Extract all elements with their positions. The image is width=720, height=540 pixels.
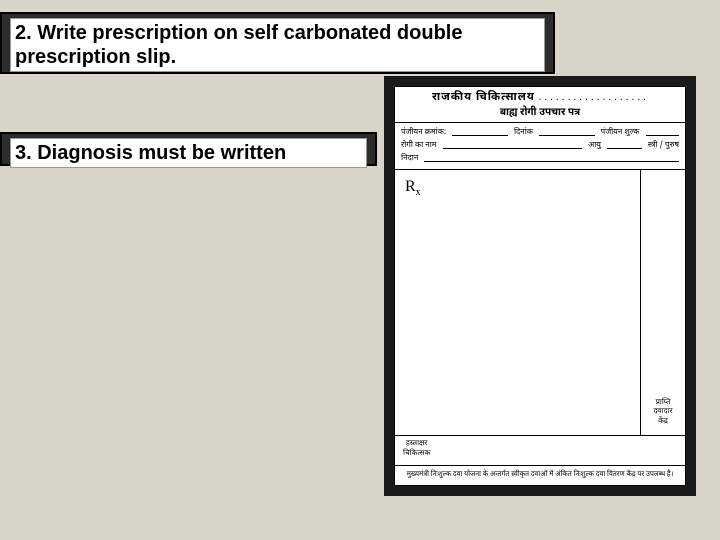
- signature-row: हस्ताक्षर चिकित्सक: [395, 435, 685, 465]
- blank-reg-no: [452, 127, 508, 136]
- hospital-title: राजकीय चिकित्सालय: [432, 91, 535, 105]
- blank-diagnosis: [424, 153, 679, 162]
- recv-l3: केंद्र: [653, 418, 672, 427]
- prescription-slip: राजकीय चिकित्सालय ................... बा…: [394, 86, 686, 486]
- instruction-text-3: 3. Diagnosis must be written: [10, 138, 367, 168]
- footer-note: मुख्यमंत्री निःशुल्क दवा योजना के अन्तर्…: [395, 465, 685, 485]
- receiver-label: प्राप्ति दवादार केंद्र: [653, 399, 672, 427]
- label-patient-name: रोगी का नाम: [401, 140, 437, 153]
- blank-reg-fee: [646, 127, 679, 136]
- rx-r: R: [405, 178, 416, 195]
- slip-header: राजकीय चिकित्सालय ................... बा…: [395, 87, 685, 123]
- blank-date: [539, 127, 595, 136]
- label-date: दिनांक: [514, 127, 533, 140]
- blank-patient-name: [443, 140, 583, 149]
- slip-body: Rx प्राप्ति दवादार केंद्र: [395, 170, 685, 435]
- instruction-bar-3: 3. Diagnosis must be written: [0, 132, 377, 166]
- blank-age: [607, 140, 642, 149]
- sig-l2: चिकित्सक: [403, 450, 430, 459]
- label-reg-no: पंजीयन क्रमांक:: [401, 127, 446, 140]
- receiver-column: प्राप्ति दवादार केंद्र: [641, 170, 685, 435]
- doctor-signature-label: हस्ताक्षर चिकित्सक: [403, 440, 430, 459]
- rx-area: Rx: [395, 170, 641, 435]
- label-diagnosis: निदान: [401, 153, 418, 166]
- prescription-slip-container: राजकीय चिकित्सालय ................... बा…: [384, 76, 696, 496]
- label-sex: स्त्री / पुरुष: [648, 140, 679, 153]
- instruction-bar-2: 2. Write prescription on self carbonated…: [0, 12, 555, 74]
- rx-symbol: Rx: [395, 170, 640, 198]
- label-age: आयु: [588, 140, 601, 153]
- label-reg-fee: पंजीयन शुल्क: [601, 127, 640, 140]
- slip-fields: पंजीयन क्रमांक: दिनांक पंजीयन शुल्क रोगी…: [395, 123, 685, 170]
- instruction-text-2: 2. Write prescription on self carbonated…: [10, 18, 545, 72]
- slip-subtitle: बाह्य रोगी उपचार पत्र: [401, 107, 679, 120]
- header-dots: ...................: [537, 93, 648, 102]
- rx-x: x: [416, 188, 421, 199]
